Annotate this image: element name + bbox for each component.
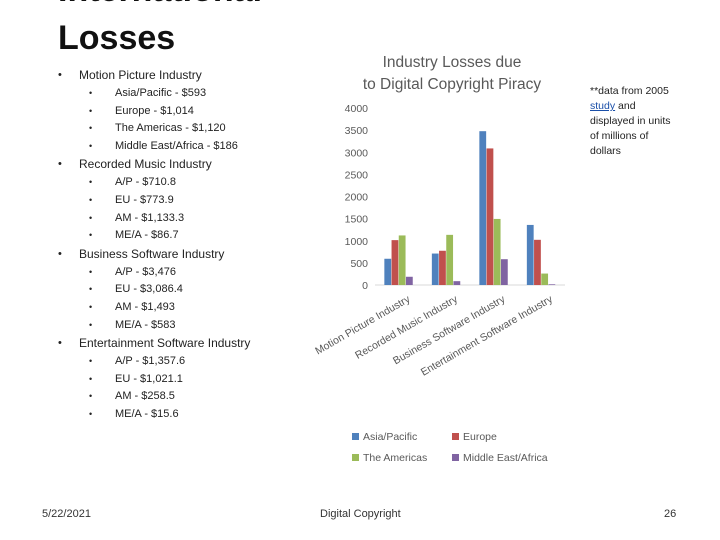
bullet-region-value: ME/A - $15.6	[58, 406, 328, 424]
legend-swatch	[452, 454, 459, 461]
legend-label: Asia/Pacific	[363, 431, 417, 443]
page-number: 26	[664, 508, 677, 520]
bar-europe	[391, 240, 399, 285]
y-tick-label: 4000	[345, 103, 369, 115]
bar-asia-pacific	[479, 131, 487, 285]
bullet-region-value: ME/A - $583	[58, 317, 328, 335]
data-source-note: **data from 2005 study and displayed in …	[590, 84, 680, 159]
bar-europe	[534, 239, 541, 285]
bar-the-americas	[493, 218, 501, 285]
chart-title-line-1: Industry Losses due	[383, 54, 522, 71]
legend-label: Middle East/Africa	[463, 452, 548, 464]
bullet-region-value: EU - $773.9	[58, 192, 328, 210]
bullet-region-value: ME/A - $86.7	[58, 227, 328, 245]
bullet-region-value: EU - $1,021.1	[58, 371, 328, 389]
bullet-region-value: AM - $258.5	[58, 388, 328, 406]
industry-losses-chart: Industry Losses due to Digital Copyright …	[313, 54, 565, 464]
y-tick-label: 2000	[345, 192, 369, 204]
y-tick-label: 500	[350, 258, 368, 270]
y-tick-label: 1000	[345, 236, 369, 248]
bar-europe	[439, 250, 446, 285]
legend-swatch	[352, 433, 359, 440]
bar-europe	[486, 148, 494, 285]
bar-middle-east-africa	[405, 276, 413, 285]
slide-title: International Losses	[58, 0, 262, 62]
legend-label: Europe	[463, 431, 497, 443]
bar-middle-east-africa	[500, 259, 508, 285]
bullet-industry: Recorded Music Industry	[58, 155, 328, 174]
bar-asia-pacific	[384, 258, 392, 285]
bullet-industry: Business Software Industry	[58, 245, 328, 264]
bullet-region-value: Asia/Pacific - $593	[58, 85, 328, 103]
bullet-region-value: AM - $1,493	[58, 299, 328, 317]
bullet-region-value: Middle East/Africa - $186	[58, 138, 328, 156]
bullet-region-value: Europe - $1,014	[58, 103, 328, 121]
bullet-region-value: A/P - $3,476	[58, 264, 328, 282]
y-tick-label: 2500	[345, 169, 369, 181]
y-tick-label: 3000	[345, 147, 369, 159]
legend-label: The Americas	[363, 452, 427, 464]
bar-asia-pacific	[526, 224, 534, 285]
bar-middle-east-africa	[548, 284, 556, 285]
bar-the-americas	[446, 234, 454, 285]
bar-asia-pacific	[431, 253, 439, 285]
footer-date: 5/22/2021	[42, 508, 91, 520]
bullet-region-value: A/P - $710.8	[58, 174, 328, 192]
bullet-region-value: The Americas - $1,120	[58, 120, 328, 138]
legend-swatch	[452, 433, 459, 440]
bullet-region-value: EU - $3,086.4	[58, 281, 328, 299]
legend-swatch	[352, 454, 359, 461]
footer-center: Digital Copyright	[320, 508, 401, 520]
y-tick-label: 3500	[345, 125, 369, 137]
y-tick-label: 1500	[345, 214, 369, 226]
bullet-region-value: AM - $1,133.3	[58, 210, 328, 228]
note-prefix: **data from 2005	[590, 85, 669, 97]
study-link[interactable]: study	[590, 100, 616, 112]
bar-middle-east-africa	[453, 281, 461, 285]
bar-the-americas	[398, 235, 406, 285]
bar-the-americas	[541, 273, 549, 285]
slide-title-line-1: International	[58, 0, 262, 9]
slide-title-line-2: Losses	[58, 19, 176, 57]
bullet-region-value: A/P - $1,357.6	[58, 353, 328, 371]
chart-title-line-2: to Digital Copyright Piracy	[363, 76, 542, 93]
y-tick-label: 0	[362, 280, 368, 292]
bullet-industry: Motion Picture Industry	[58, 66, 328, 85]
bullet-industry: Entertainment Software Industry	[58, 334, 328, 353]
note-suffix: and displayed in units of millions of do…	[590, 100, 671, 157]
